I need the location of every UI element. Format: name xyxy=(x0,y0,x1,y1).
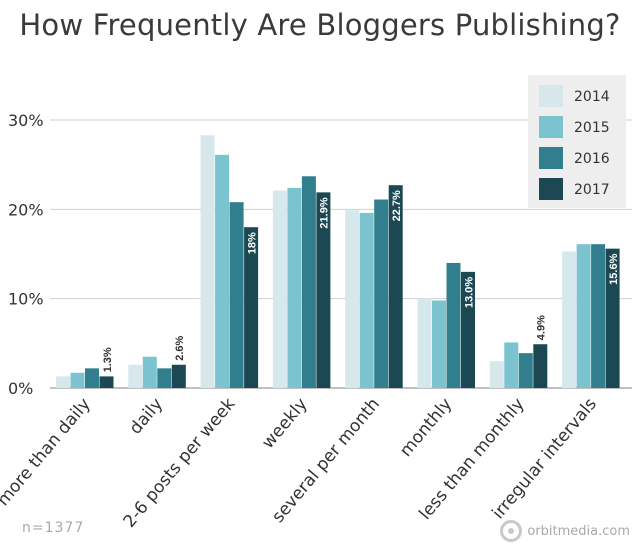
brand-watermark: orbitmedia.com xyxy=(500,520,630,542)
legend-swatch xyxy=(539,147,563,169)
x-tick-label: daily xyxy=(126,394,167,438)
bar xyxy=(301,176,316,388)
legend-swatch xyxy=(539,85,563,107)
x-tick-label: monthly xyxy=(396,394,456,460)
data-label: 21.9% xyxy=(319,197,331,228)
bar xyxy=(157,368,172,388)
bar xyxy=(56,376,70,388)
bar xyxy=(461,271,475,388)
data-label: 15.6% xyxy=(608,253,620,284)
legend-label: 2017 xyxy=(574,182,610,198)
bar xyxy=(591,244,606,388)
bar xyxy=(272,190,287,388)
data-label: 1.3% xyxy=(102,347,114,372)
y-tick-label: 0% xyxy=(8,379,33,398)
bar xyxy=(605,248,620,388)
bar xyxy=(417,298,432,388)
orbit-logo-icon xyxy=(500,520,523,542)
legend-swatch xyxy=(539,116,563,138)
legend-label: 2016 xyxy=(574,151,610,167)
bar xyxy=(128,364,143,388)
bar xyxy=(388,185,403,388)
chart-title: How Frequently Are Bloggers Publishing? xyxy=(19,8,621,42)
bar xyxy=(70,372,85,388)
legend-swatch xyxy=(539,178,563,200)
bar xyxy=(215,154,230,388)
sample-size-note: n=1377 xyxy=(22,520,85,536)
bar xyxy=(99,376,114,388)
bar xyxy=(85,368,99,388)
brand-name: orbitmedia.com xyxy=(527,523,630,539)
bar xyxy=(518,353,533,388)
bar xyxy=(504,342,519,388)
data-label: 13.0% xyxy=(463,277,475,308)
x-tick-label: weekly xyxy=(258,394,312,452)
bar xyxy=(171,364,186,388)
bar xyxy=(244,227,259,388)
data-label: 2.6% xyxy=(174,335,186,360)
bar xyxy=(142,356,157,388)
bar xyxy=(229,202,244,388)
data-label: 4.9% xyxy=(536,315,548,340)
bar xyxy=(200,135,215,388)
x-tick-label: more than daily xyxy=(0,394,95,510)
bar xyxy=(316,192,331,388)
legend-label: 2015 xyxy=(574,120,610,136)
y-tick-label: 20% xyxy=(8,200,44,219)
bar xyxy=(374,199,389,388)
y-tick-label: 30% xyxy=(8,111,44,130)
bar xyxy=(533,344,548,388)
bar xyxy=(562,251,577,388)
y-tick-label: 10% xyxy=(8,290,44,309)
bar xyxy=(345,210,360,388)
bar xyxy=(576,244,591,388)
bar xyxy=(432,300,446,388)
bar xyxy=(287,187,302,388)
bar xyxy=(359,212,374,388)
data-label: 22.7% xyxy=(391,190,403,221)
bar xyxy=(489,361,504,388)
bar xyxy=(446,262,461,388)
data-label: 18% xyxy=(246,232,258,254)
legend-label: 2014 xyxy=(574,89,610,105)
